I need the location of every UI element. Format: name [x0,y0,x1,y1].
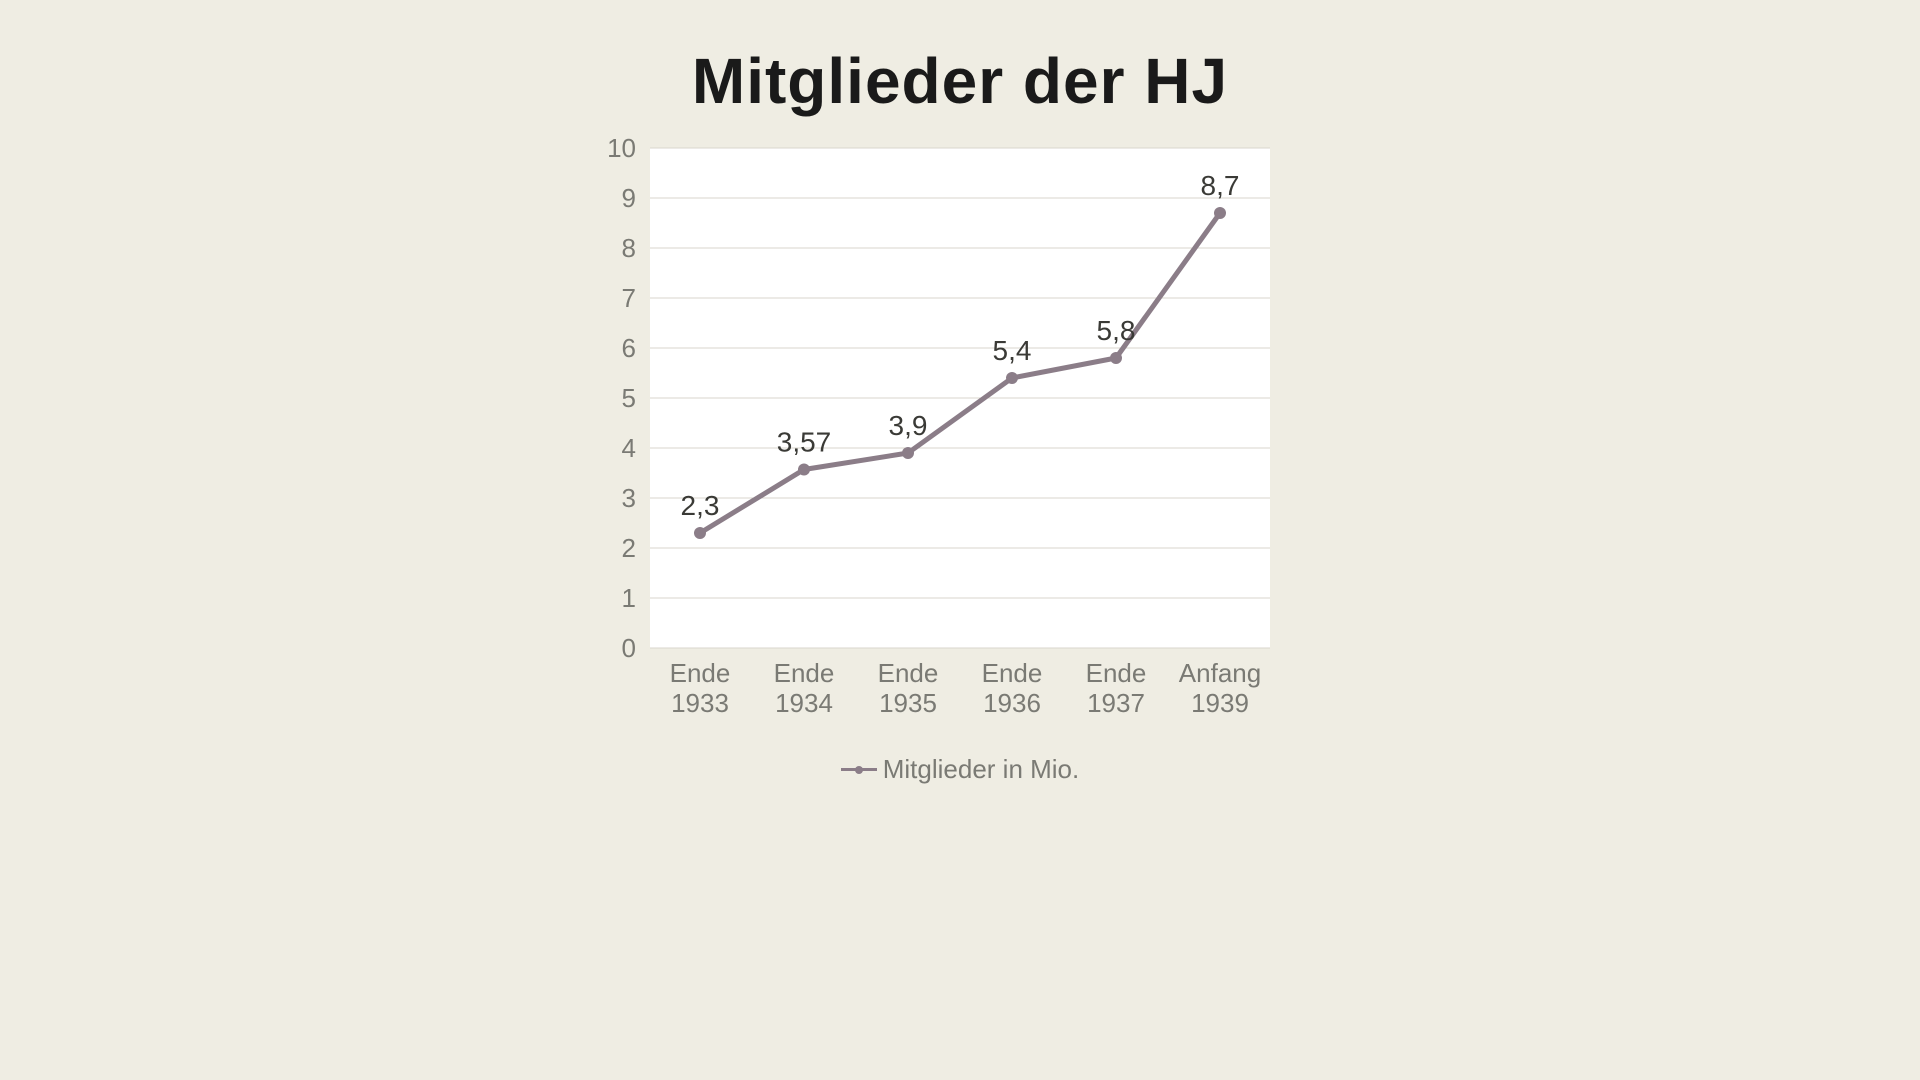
chart-title: Mitglieder der HJ [692,44,1228,118]
data-marker [1214,207,1226,219]
data-marker [798,464,810,476]
x-tick-label: Ende1933 [670,658,731,718]
data-marker [1006,372,1018,384]
y-tick-label: 4 [622,433,636,463]
y-tick-label: 7 [622,283,636,313]
y-tick-label: 9 [622,183,636,213]
legend-dot-icon [855,766,863,774]
legend-label: Mitglieder in Mio. [883,754,1080,785]
data-marker [1110,352,1122,364]
x-tick-label: Ende1936 [982,658,1043,718]
data-label: 8,7 [1201,170,1240,201]
x-tick-label: Ende1934 [774,658,835,718]
data-label: 3,9 [889,410,928,441]
x-tick-label: Ende1937 [1086,658,1147,718]
data-label: 3,57 [777,427,832,458]
x-tick-label: Anfang1939 [1179,658,1261,718]
y-tick-label: 2 [622,533,636,563]
data-label: 2,3 [681,490,720,521]
y-tick-label: 10 [607,133,636,163]
data-label: 5,4 [993,335,1032,366]
data-label: 5,8 [1097,315,1136,346]
data-marker [902,447,914,459]
y-tick-label: 3 [622,483,636,513]
y-tick-label: 1 [622,583,636,613]
y-tick-label: 8 [622,233,636,263]
chart-container: 0 1 2 3 4 5 6 7 8 9 10 2,3 3,57 3,9 5,4 5,8 8,7 Ende1933 E… [570,128,1350,758]
chart-legend: Mitglieder in Mio. [841,754,1080,785]
line-chart-svg: 0 1 2 3 4 5 6 7 8 9 10 2,3 3,57 3,9 5,4 5,8 8,7 Ende1933 E… [570,128,1350,758]
y-tick-label: 0 [622,633,636,663]
x-tick-label: Ende1935 [878,658,939,718]
y-tick-label: 6 [622,333,636,363]
legend-line-icon [841,768,877,771]
data-marker [694,527,706,539]
y-tick-label: 5 [622,383,636,413]
